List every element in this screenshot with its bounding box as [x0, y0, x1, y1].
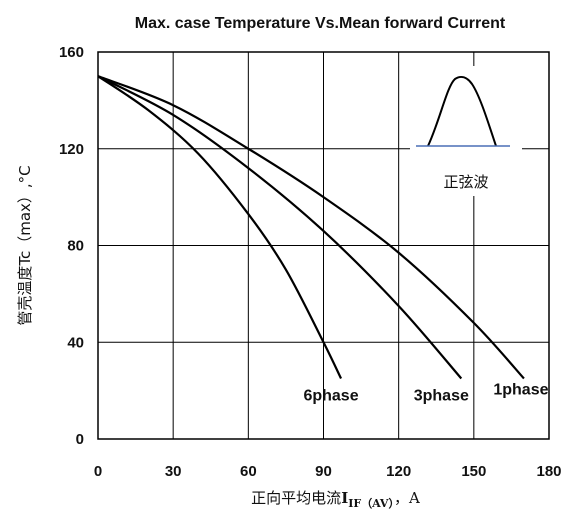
half-sine-waveform — [427, 75, 497, 147]
x-axis-label: 正向平均电流IIF（AV），A — [251, 489, 420, 510]
inset-waveform: 正弦波 — [410, 66, 522, 196]
x-tick-label: 120 — [386, 463, 411, 480]
series-labels: 6phase 3phase 1phase — [303, 382, 548, 405]
x-tick-label: 0 — [94, 463, 102, 480]
series-label-1phase: 1phase — [493, 382, 548, 399]
x-tick-label: 60 — [240, 463, 257, 480]
y-axis-label: 管壳温度Tc（max）,°C — [16, 165, 34, 325]
series-label-3phase: 3phase — [414, 388, 469, 405]
plot-frame — [97, 51, 550, 440]
series-line-3phase — [97, 75, 463, 380]
inset-background — [410, 66, 522, 196]
y-tick-label: 40 — [67, 334, 84, 351]
series-label-6phase: 6phase — [303, 388, 358, 405]
x-axis-label-prefix: 正向平均电流 — [251, 489, 341, 507]
x-axis-label-subscript-paren: （AV） — [361, 497, 394, 510]
y-tick-label: 160 — [59, 44, 84, 61]
x-axis-label-symbol: I — [341, 489, 348, 507]
y-tick-label: 120 — [59, 141, 84, 158]
y-tick-label: 0 — [76, 431, 84, 448]
x-tick-label: 180 — [536, 463, 561, 480]
inset-label: 正弦波 — [443, 173, 488, 191]
x-axis-ticks: 0 30 60 90 120 150 180 — [94, 463, 562, 480]
series-lines — [97, 75, 525, 380]
y-axis-ticks: 0 40 80 120 160 — [59, 44, 84, 448]
series-line-6phase — [97, 75, 343, 380]
x-tick-label: 150 — [461, 463, 486, 480]
x-tick-label: 30 — [165, 463, 182, 480]
series-line-1phase — [97, 75, 525, 380]
x-axis-label-subscript: IF — [348, 497, 361, 510]
x-tick-label: 90 — [315, 463, 332, 480]
plot-border — [97, 51, 550, 440]
y-tick-label: 80 — [67, 238, 84, 255]
x-axis-label-suffix: ，A — [394, 489, 420, 507]
chart-title: Max. case Temperature Vs.Mean forward Cu… — [135, 15, 506, 32]
